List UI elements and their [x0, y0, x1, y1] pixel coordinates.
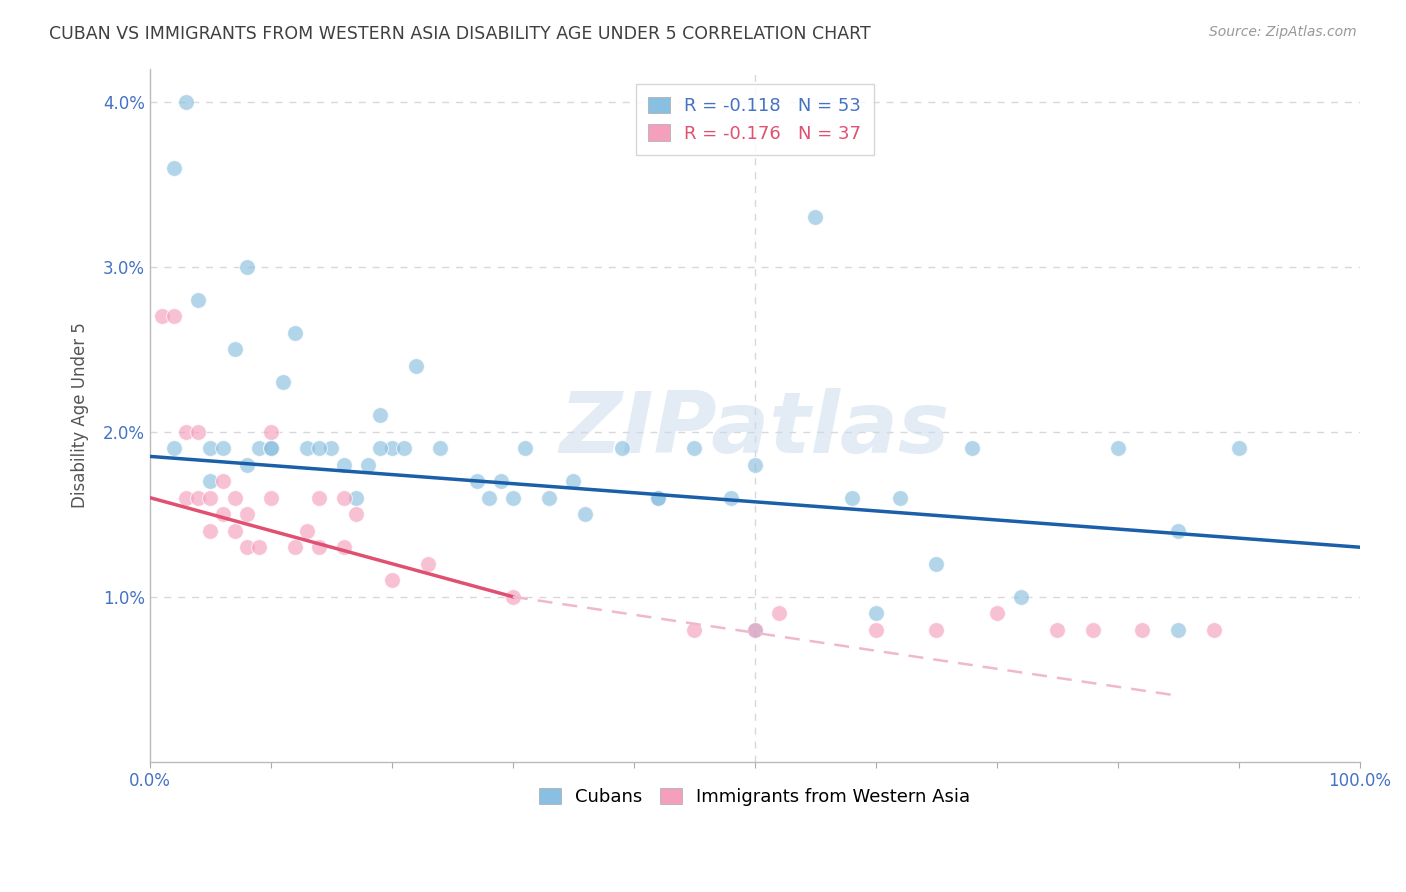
Point	[235, 458, 257, 472]
Point	[405, 359, 427, 373]
Point	[247, 441, 270, 455]
Legend: Cubans, Immigrants from Western Asia: Cubans, Immigrants from Western Asia	[530, 779, 980, 815]
Point	[260, 425, 283, 439]
Point	[418, 557, 440, 571]
Point	[211, 507, 233, 521]
Point	[1010, 590, 1032, 604]
Point	[332, 540, 354, 554]
Point	[889, 491, 911, 505]
Point	[235, 260, 257, 274]
Point	[1167, 524, 1189, 538]
Point	[163, 309, 186, 323]
Point	[271, 375, 294, 389]
Point	[150, 309, 173, 323]
Point	[297, 524, 319, 538]
Point	[1130, 623, 1153, 637]
Point	[174, 491, 197, 505]
Point	[925, 557, 948, 571]
Point	[1046, 623, 1069, 637]
Point	[478, 491, 501, 505]
Point	[368, 441, 391, 455]
Point	[744, 458, 766, 472]
Point	[224, 524, 246, 538]
Point	[235, 540, 257, 554]
Point	[260, 441, 283, 455]
Text: CUBAN VS IMMIGRANTS FROM WESTERN ASIA DISABILITY AGE UNDER 5 CORRELATION CHART: CUBAN VS IMMIGRANTS FROM WESTERN ASIA DI…	[49, 25, 870, 43]
Point	[744, 623, 766, 637]
Point	[174, 95, 197, 109]
Point	[332, 458, 354, 472]
Point	[502, 590, 524, 604]
Point	[429, 441, 451, 455]
Point	[865, 606, 887, 620]
Point	[344, 507, 367, 521]
Point	[962, 441, 984, 455]
Point	[200, 474, 222, 488]
Point	[297, 441, 319, 455]
Point	[308, 540, 330, 554]
Point	[647, 491, 669, 505]
Point	[392, 441, 415, 455]
Point	[368, 408, 391, 422]
Point	[647, 491, 669, 505]
Point	[163, 161, 186, 175]
Point	[502, 491, 524, 505]
Point	[538, 491, 561, 505]
Point	[344, 491, 367, 505]
Point	[610, 441, 633, 455]
Point	[260, 441, 283, 455]
Point	[683, 441, 706, 455]
Point	[200, 524, 222, 538]
Point	[332, 491, 354, 505]
Point	[200, 441, 222, 455]
Point	[200, 491, 222, 505]
Point	[163, 441, 186, 455]
Point	[720, 491, 742, 505]
Point	[211, 474, 233, 488]
Point	[321, 441, 343, 455]
Y-axis label: Disability Age Under 5: Disability Age Under 5	[72, 322, 89, 508]
Point	[925, 623, 948, 637]
Point	[768, 606, 790, 620]
Point	[260, 491, 283, 505]
Point	[308, 441, 330, 455]
Point	[574, 507, 596, 521]
Point	[284, 326, 307, 340]
Point	[1083, 623, 1105, 637]
Point	[865, 623, 887, 637]
Text: Source: ZipAtlas.com: Source: ZipAtlas.com	[1209, 25, 1357, 39]
Point	[1107, 441, 1129, 455]
Point	[187, 425, 209, 439]
Point	[224, 491, 246, 505]
Point	[744, 623, 766, 637]
Point	[489, 474, 512, 488]
Point	[381, 573, 404, 587]
Point	[562, 474, 585, 488]
Point	[187, 293, 209, 307]
Point	[1167, 623, 1189, 637]
Point	[683, 623, 706, 637]
Point	[224, 342, 246, 356]
Text: ZIPatlas: ZIPatlas	[560, 387, 950, 470]
Point	[1204, 623, 1226, 637]
Point	[235, 507, 257, 521]
Point	[308, 491, 330, 505]
Point	[513, 441, 536, 455]
Point	[247, 540, 270, 554]
Point	[465, 474, 488, 488]
Point	[1227, 441, 1250, 455]
Point	[284, 540, 307, 554]
Point	[986, 606, 1008, 620]
Point	[357, 458, 380, 472]
Point	[187, 491, 209, 505]
Point	[381, 441, 404, 455]
Point	[841, 491, 863, 505]
Point	[804, 210, 827, 224]
Point	[211, 441, 233, 455]
Point	[174, 425, 197, 439]
